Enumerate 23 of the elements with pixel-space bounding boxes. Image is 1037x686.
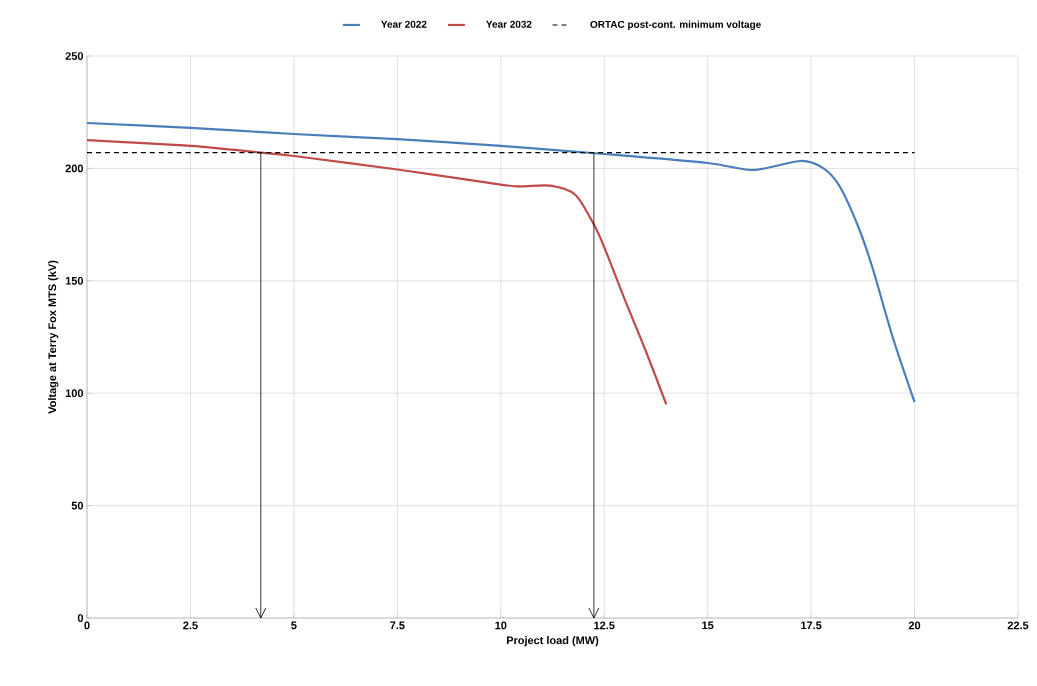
x-tick-label: 22.5 bbox=[1007, 621, 1029, 630]
y-tick-label: 50 bbox=[71, 501, 84, 510]
y-tick-label: 250 bbox=[65, 52, 84, 60]
line-series bbox=[87, 138, 668, 406]
x-tick-label: 12.5 bbox=[594, 621, 615, 630]
x-tick-label: 2.5 bbox=[183, 621, 198, 630]
legend-label: Year 2022 bbox=[381, 20, 427, 28]
y-tick-label: 200 bbox=[65, 164, 84, 173]
x-tick-label: 10 bbox=[495, 621, 507, 630]
x-tick-label: 20 bbox=[908, 621, 921, 630]
x-tick-label: 7.5 bbox=[390, 621, 405, 630]
y-tick-label: 150 bbox=[65, 276, 84, 285]
x-tick-label: 0 bbox=[84, 621, 90, 630]
y-tick-label: 0 bbox=[77, 614, 84, 622]
legend-label: ORTAC post-cont. minimum voltage bbox=[590, 20, 761, 30]
y-axis-title: Voltage at Terry Fox MTS (kV) bbox=[48, 260, 59, 414]
x-tick-label: 5 bbox=[291, 621, 297, 630]
x-axis-title: Project load (MW) bbox=[506, 636, 599, 647]
x-tick-label: 17.5 bbox=[801, 621, 822, 630]
x-tick-label: 15 bbox=[702, 621, 714, 630]
y-tick-label: 100 bbox=[65, 389, 84, 398]
legend-label: Year 2032 bbox=[486, 20, 532, 28]
line-series bbox=[87, 121, 916, 404]
